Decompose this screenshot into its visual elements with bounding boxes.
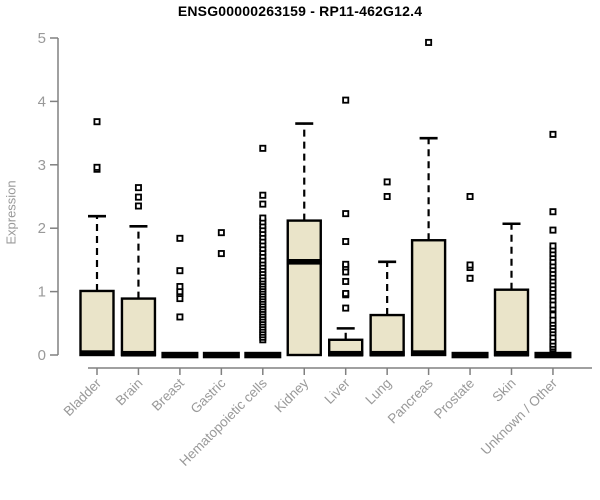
outlier-point: [176, 234, 184, 242]
box-lung: [369, 313, 405, 357]
y-tick-label: 0: [38, 347, 46, 364]
outlier-point: [342, 304, 350, 312]
outlier-point: [342, 290, 350, 298]
median-brain: [120, 350, 156, 357]
outlier-point: [176, 267, 184, 275]
x-category-label: Lung: [362, 376, 394, 408]
outlier-point: [217, 229, 225, 237]
outlier-point: [93, 163, 101, 171]
outlier-point: [259, 191, 267, 199]
x-category-label: Brain: [113, 376, 146, 409]
outlier-point: [425, 38, 433, 46]
box-unknown-other: [534, 351, 572, 359]
box-pancreas: [410, 239, 447, 357]
x-category-label: Skin: [489, 376, 518, 405]
median-skin: [494, 350, 529, 357]
y-tick-label: 5: [38, 30, 46, 47]
y-tick-label: 2: [38, 220, 46, 237]
y-tick-label: 4: [38, 93, 46, 110]
outlier-point: [93, 118, 101, 126]
outlier-point: [134, 193, 142, 201]
outlier-point: [134, 202, 142, 210]
box-skin: [493, 288, 530, 357]
box-bladder: [79, 289, 115, 357]
x-category-label: Breast: [149, 375, 187, 413]
x-category-label: Liver: [322, 375, 354, 407]
box-gastric: [202, 351, 240, 359]
outlier-point: [342, 96, 350, 104]
outlier-point: [259, 214, 267, 222]
outlier-point: [466, 274, 474, 282]
box-kidney: [286, 219, 322, 357]
x-category-label: Bladder: [61, 375, 105, 419]
outlier-point: [549, 130, 557, 138]
chart-title: ENSG00000263159 - RP11-462G12.4: [177, 3, 423, 19]
median-bladder: [79, 350, 115, 356]
outlier-point: [466, 261, 474, 269]
x-category-label: Gastric: [188, 375, 229, 416]
outlier-point: [549, 311, 557, 319]
x-category-label: Unknown / Other: [478, 375, 561, 458]
outlier-point: [549, 208, 557, 216]
outlier-point: [342, 210, 350, 218]
outlier-point: [176, 313, 184, 321]
outlier-point: [383, 178, 391, 186]
box-hematopoietic-cells: [244, 351, 282, 359]
box-brain: [120, 297, 157, 357]
outlier-point: [549, 242, 557, 250]
median-kidney: [286, 259, 322, 265]
median-lung: [369, 350, 405, 357]
y-tick-label: 3: [38, 157, 46, 174]
outlier-point: [342, 277, 350, 285]
box-breast: [161, 351, 199, 359]
outlier-point: [134, 184, 142, 192]
outlier-point: [217, 250, 225, 258]
x-category-label: Prostate: [431, 376, 477, 422]
outlier-point: [466, 192, 474, 200]
median-pancreas: [411, 350, 447, 356]
y-tick-label: 1: [38, 284, 46, 301]
outlier-point: [342, 260, 350, 268]
box-prostate: [451, 351, 489, 359]
outlier-point: [342, 238, 350, 246]
outlier-point: [259, 144, 267, 152]
outlier-point: [383, 192, 391, 200]
x-category-label: Kidney: [272, 375, 312, 415]
median-liver: [328, 350, 364, 357]
outlier-point: [259, 200, 267, 208]
outlier-point: [176, 283, 184, 291]
outlier-point: [549, 226, 557, 234]
x-category-label: Pancreas: [385, 375, 436, 426]
